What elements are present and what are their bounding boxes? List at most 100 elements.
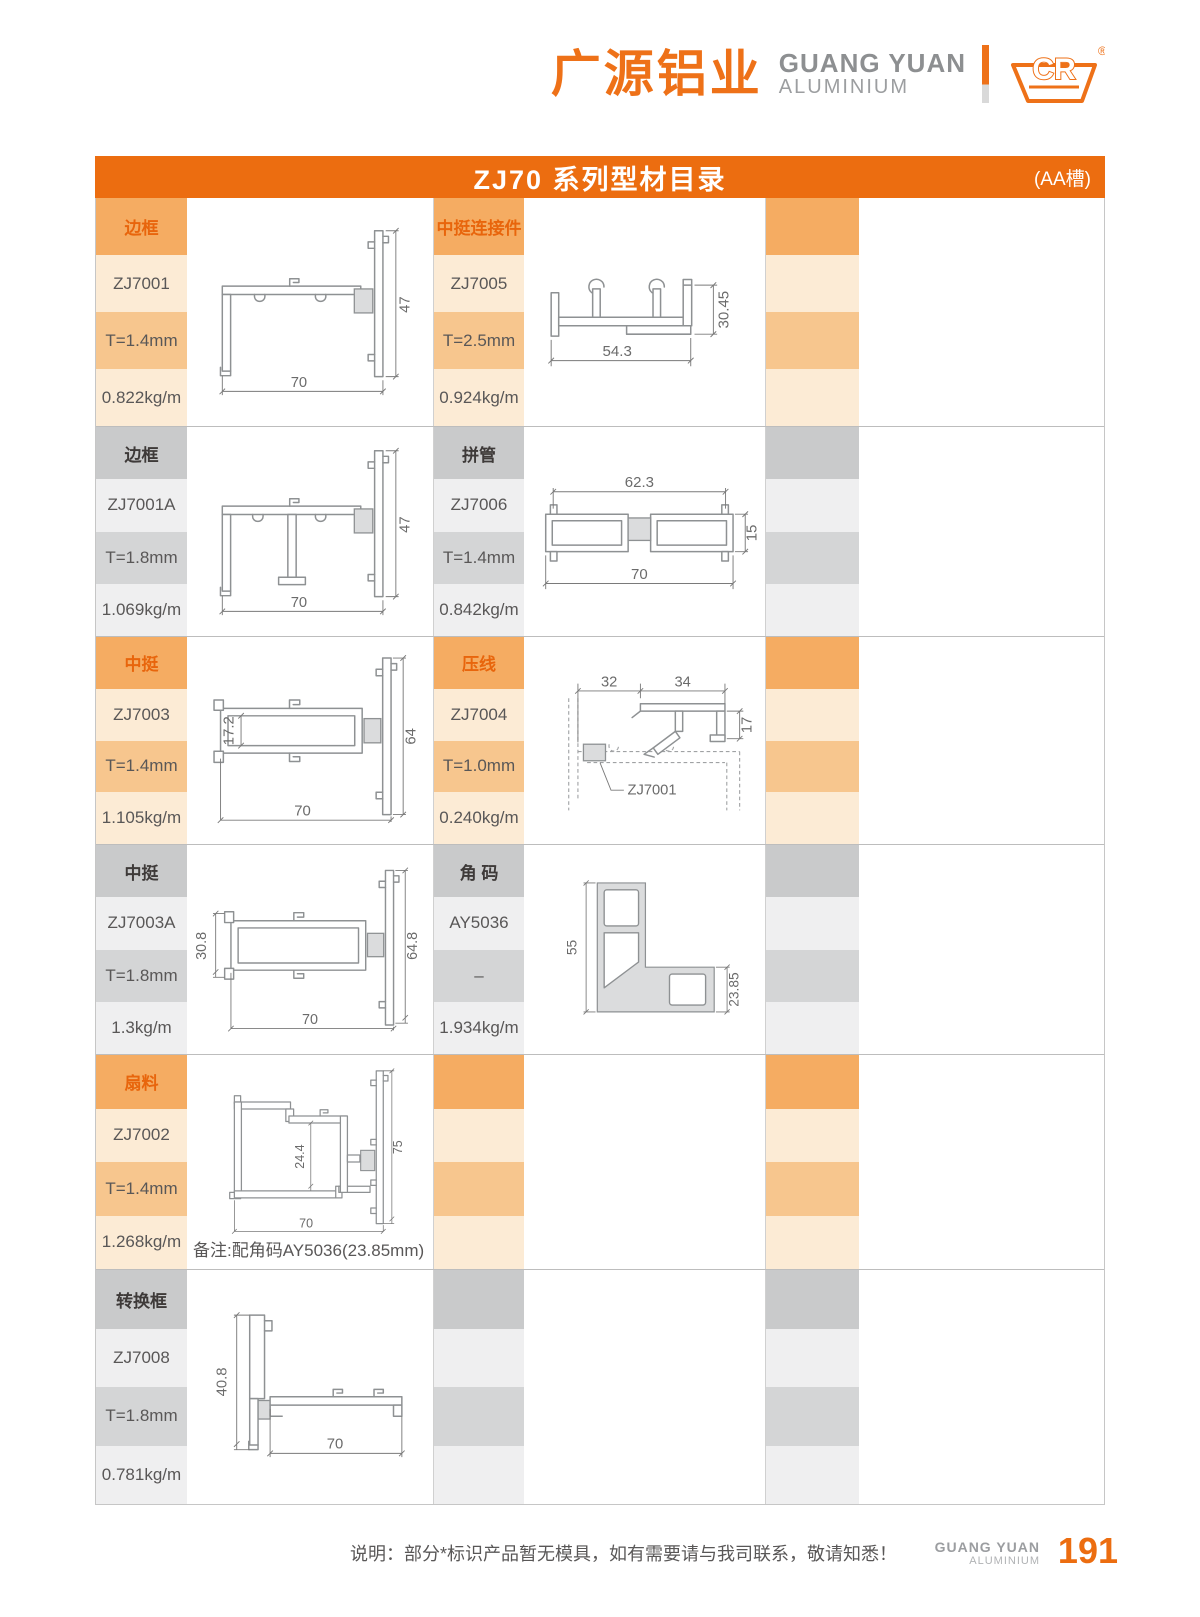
thickness-cell: T=1.8mm	[96, 1387, 187, 1446]
category-label: 中挺连接件	[436, 219, 522, 238]
dim-width: 70	[631, 565, 648, 582]
drawing-cell: 24.4 75 70 备注:配角码AY5036(23.85mm)	[187, 1055, 434, 1269]
empty-labels	[766, 198, 859, 426]
dim-height: 15	[743, 524, 760, 541]
profile-drawing-zj7006: 62.3 15 70	[542, 474, 760, 589]
model-cell: ZJ7001A	[96, 479, 187, 532]
model-label: AY5036	[449, 913, 509, 933]
drawing-cell: 40.8 70	[187, 1270, 434, 1504]
thickness-label: –	[474, 965, 484, 985]
thickness-label: T=1.4mm	[442, 547, 516, 567]
weight-label: 0.924kg/m	[439, 387, 519, 407]
drawing-cell: ZJ7001 32 34 17	[524, 637, 766, 844]
drawing-cell-empty	[859, 845, 1104, 1054]
reference-label: ZJ7001	[627, 782, 676, 798]
thickness-cell: T=1.4mm	[96, 1162, 187, 1216]
thickness-cell: T=2.5mm	[434, 312, 524, 369]
thickness-cell: T=1.8mm	[96, 949, 187, 1002]
thickness-cell: –	[434, 949, 524, 1002]
weight-cell: 1.934kg/m	[434, 1001, 524, 1054]
profile-drawing-ay5036: 55 23.85	[564, 879, 741, 1015]
brand-chinese-name: 广源铝业	[550, 46, 763, 102]
category-cell: 扇料	[96, 1055, 187, 1109]
profile-labels: 拼管 ZJ7006 T=1.4mm 0.842kg/m	[434, 427, 524, 636]
catalog-row: 边框 ZJ7001 T=1.4mm 0.822kg/m 70	[96, 198, 1104, 427]
drawing-cell: 30.8 64.8 70	[187, 845, 434, 1054]
thickness-label: T=1.0mm	[442, 756, 516, 776]
dim-top: 62.3	[624, 474, 653, 491]
category-label: 边框	[124, 219, 159, 238]
empty-band	[766, 1445, 859, 1504]
dim-height: 64.8	[405, 932, 421, 960]
category-cell: 拼管	[434, 427, 524, 480]
profile-labels: 转换框 ZJ7008 T=1.8mm 0.781kg/m	[96, 1270, 187, 1504]
model-label: ZJ7008	[113, 1347, 170, 1367]
empty-band	[766, 792, 859, 844]
empty-band	[766, 1328, 859, 1387]
weight-cell: 1.069kg/m	[96, 583, 187, 636]
drawing-cell-empty	[524, 1270, 766, 1504]
brand-en-top: GUANG YUAN	[778, 47, 966, 78]
profile-labels: 边框 ZJ7001A T=1.8mm 1.069kg/m	[96, 427, 187, 636]
drawing-cell: 70 47	[187, 198, 434, 426]
dim-width: 70	[291, 594, 307, 610]
category-label: 压线	[462, 655, 496, 675]
profile-labels: 边框 ZJ7001 T=1.4mm 0.822kg/m	[96, 198, 187, 426]
empty-labels	[434, 1055, 524, 1269]
profile-drawing-zj7003: 17.2 64 70	[213, 654, 419, 824]
dim-height: 30.45	[715, 290, 732, 328]
dim-left: 40.8	[215, 1367, 231, 1396]
drawing-cell-empty	[859, 1055, 1104, 1269]
profile-drawing-zj7004: ZJ7001 32 34 17	[567, 674, 755, 810]
drawing-cell-empty	[524, 1055, 766, 1269]
dim-width: 70	[294, 804, 311, 820]
empty-band	[766, 427, 859, 480]
model-cell: ZJ7006	[434, 479, 524, 532]
empty-band	[766, 531, 859, 584]
profile-labels: 角 码 AY5036 – 1.934kg/m	[434, 845, 524, 1054]
logo-letters: CR	[1032, 53, 1076, 86]
profile-labels: 中挺 ZJ7003A T=1.8mm 1.3kg/m	[96, 845, 187, 1054]
thickness-label: T=1.8mm	[105, 965, 178, 985]
category-label: 拼管	[462, 445, 496, 465]
dim-width: 70	[327, 1436, 344, 1452]
model-cell: ZJ7001	[96, 255, 187, 312]
model-cell: ZJ7002	[96, 1108, 187, 1162]
drawing-cell-empty	[859, 1270, 1104, 1504]
brand-en-sub: ALUMINIUM	[778, 76, 910, 99]
empty-band	[766, 1387, 859, 1446]
drawing-cell: 17.2 64 70	[187, 637, 434, 844]
catalog-row: 中挺 ZJ7003A T=1.8mm 1.3kg/m 30.8	[96, 845, 1104, 1055]
empty-band	[766, 1270, 859, 1329]
weight-label: 0.781kg/m	[101, 1464, 182, 1484]
profile-labels: 压线 ZJ7004 T=1.0mm 0.240kg/m	[434, 637, 524, 844]
empty-band	[434, 1055, 524, 1109]
empty-labels	[766, 637, 859, 844]
drawing-cell-empty	[859, 637, 1104, 844]
thickness-label: T=1.8mm	[105, 1406, 178, 1426]
empty-band	[766, 312, 859, 369]
weight-cell: 1.268kg/m	[96, 1215, 187, 1269]
category-cell: 中挺	[96, 637, 187, 689]
dim-inner: 17.2	[222, 716, 238, 745]
model-label: ZJ7004	[450, 704, 508, 724]
thickness-label: T=1.8mm	[105, 547, 178, 567]
empty-band	[434, 1445, 524, 1504]
dim-left: 32	[600, 674, 616, 690]
model-cell: ZJ7008	[96, 1328, 187, 1387]
catalog-row: 扇料 ZJ7002 T=1.4mm 1.268kg/m	[96, 1055, 1104, 1270]
category-label: 边框	[124, 445, 159, 465]
thickness-cell: T=1.0mm	[434, 740, 524, 793]
model-label: ZJ7001	[113, 273, 170, 293]
category-cell: 角 码	[434, 845, 524, 898]
drawing-cell: 54.3 30.45	[524, 198, 766, 426]
empty-band	[766, 583, 859, 636]
empty-band	[766, 255, 859, 312]
empty-band	[434, 1387, 524, 1446]
category-cell: 中挺	[96, 845, 187, 898]
brand-header: 广源铝业 GUANG YUAN ALUMINIUM CR ®	[551, 38, 1105, 110]
category-cell: 转换框	[96, 1270, 187, 1329]
category-label: 转换框	[116, 1291, 167, 1311]
title-bar: ZJ70 系列型材目录 (AA槽)	[95, 156, 1105, 198]
dim-width: 54.3	[602, 342, 631, 359]
